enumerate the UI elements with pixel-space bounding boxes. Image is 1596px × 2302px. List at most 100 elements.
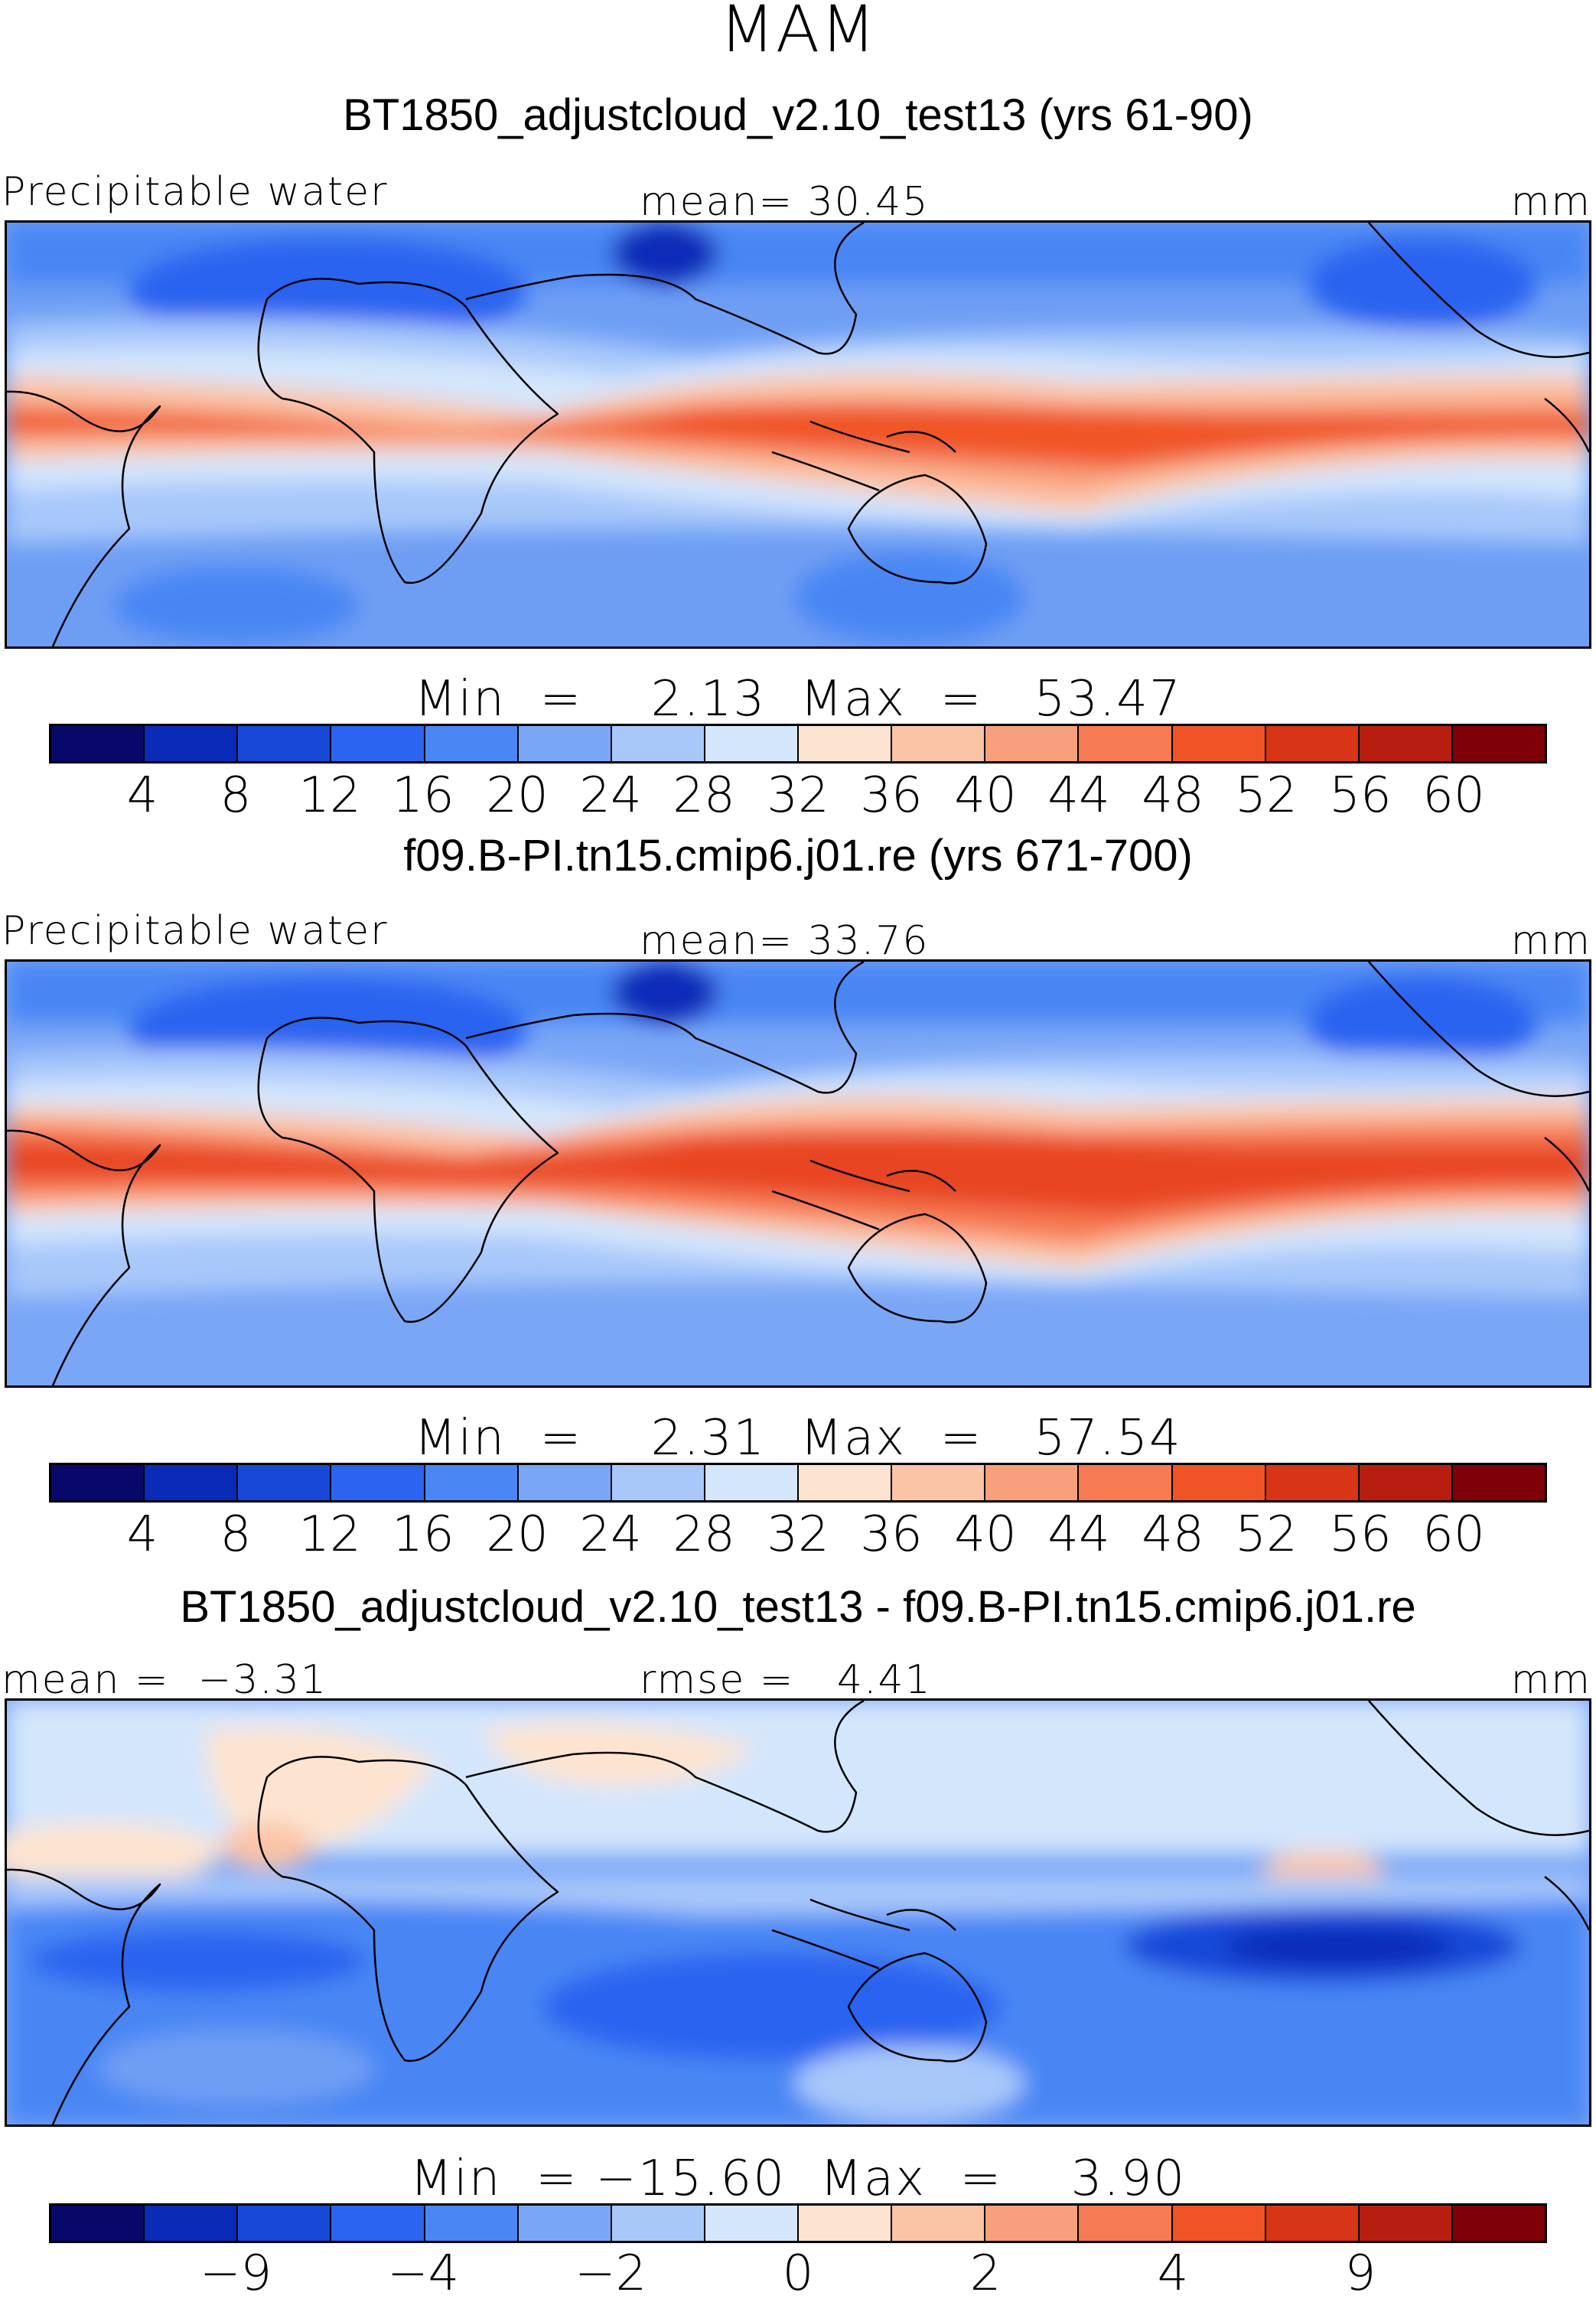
- panel-1-tick: 12: [298, 767, 361, 824]
- panel-1-tick: 40: [954, 767, 1017, 824]
- panel-3-unit-label: mm: [1510, 1657, 1591, 1703]
- colorbar-cell: [425, 2206, 519, 2241]
- panel-2-tick: 40: [954, 1506, 1017, 1563]
- panel-2-variable-label: Precipitable water: [2, 908, 389, 954]
- panel-1-tick: 8: [220, 767, 252, 824]
- panel-3-tick: −9: [199, 2245, 272, 2302]
- panel-2-mean-label: mean= 33.76: [640, 918, 930, 964]
- panel-1-tick: 16: [392, 767, 454, 824]
- panel-2-tick: 8: [220, 1506, 252, 1563]
- panel-3-tick: −4: [386, 2245, 460, 2302]
- panel-1-tick: 56: [1329, 767, 1392, 824]
- panel-2-tick: 28: [673, 1506, 735, 1563]
- colorbar-cell: [1172, 726, 1266, 761]
- colorbar-cell: [611, 1465, 705, 1500]
- panel-1-tick: 4: [126, 767, 158, 824]
- colorbar-cell: [1172, 2206, 1266, 2241]
- panel-3-tick: −2: [574, 2245, 647, 2302]
- colorbar-cell: [799, 1465, 893, 1500]
- colorbar-cell: [985, 2206, 1080, 2241]
- panel-3-rmse-label: rmse = 4.41: [640, 1657, 932, 1703]
- panel-1-tick: 52: [1235, 767, 1298, 824]
- panel-2-map: [5, 959, 1591, 1388]
- colorbar-cell: [331, 1465, 425, 1500]
- panel-1-tick: 24: [579, 767, 642, 824]
- season-title: MAM: [719, 0, 877, 67]
- panel-3-tick: 0: [782, 2245, 814, 2302]
- panel-1-tick: 28: [673, 767, 735, 824]
- panel-1-tick: 36: [860, 767, 923, 824]
- colorbar-cell: [238, 1465, 332, 1500]
- colorbar-cell: [518, 2206, 612, 2241]
- colorbar-cell: [1359, 726, 1453, 761]
- colorbar-cell: [705, 2206, 799, 2241]
- panel-2-tick: 60: [1422, 1506, 1485, 1563]
- panel-3-mean-label: mean = −3.31: [2, 1657, 327, 1703]
- colorbar-cell: [1079, 2206, 1173, 2241]
- colorbar-cell: [51, 726, 145, 761]
- colorbar-cell: [238, 2206, 332, 2241]
- colorbar-cell: [985, 726, 1080, 761]
- panel-1-map: [5, 220, 1591, 649]
- colorbar-cell: [1172, 1465, 1266, 1500]
- panel-2-colorbar: [49, 1463, 1547, 1503]
- panel-1-variable-label: Precipitable water: [2, 169, 389, 215]
- colorbar-cell: [51, 1465, 145, 1500]
- panel-2-tick: 24: [579, 1506, 642, 1563]
- panel-2-tick: 48: [1142, 1506, 1204, 1563]
- panel-2-tick: 16: [392, 1506, 454, 1563]
- panel-2-tick: 56: [1329, 1506, 1392, 1563]
- colorbar-cell: [331, 726, 425, 761]
- colorbar-cell: [238, 726, 332, 761]
- colorbar-cell: [425, 1465, 519, 1500]
- panel-3-min-max: Min = −15.60 Max = 3.90: [409, 2151, 1187, 2207]
- colorbar-cell: [611, 726, 705, 761]
- panel-3-title: BT1850_adjustcloud_v2.10_test13 - f09.B-…: [180, 1582, 1416, 1632]
- colorbar-cell: [425, 726, 519, 761]
- panel-2-title: f09.B-PI.tn15.cmip6.j01.re (yrs 671-700): [403, 831, 1193, 881]
- colorbar-cell: [331, 2206, 425, 2241]
- colorbar-cell: [799, 726, 893, 761]
- panel-3-map: [5, 1698, 1591, 2127]
- colorbar-cell: [1265, 2206, 1360, 2241]
- panel-2-min-max: Min = 2.31 Max = 57.54: [414, 1410, 1182, 1467]
- panel-2-tick: 20: [486, 1506, 549, 1563]
- panel-2-tick: 52: [1235, 1506, 1298, 1563]
- panel-1-unit-label: mm: [1510, 179, 1591, 225]
- panel-2-tick: 32: [767, 1506, 829, 1563]
- panel-1-mean-label: mean= 30.45: [640, 179, 930, 225]
- panel-2-tick: 12: [298, 1506, 361, 1563]
- colorbar-cell: [1079, 726, 1173, 761]
- colorbar-cell: [145, 1465, 239, 1500]
- panel-3-colorbar: [49, 2203, 1547, 2243]
- panel-2-unit-label: mm: [1510, 918, 1591, 964]
- colorbar-cell: [705, 726, 799, 761]
- colorbar-cell: [892, 2206, 986, 2241]
- colorbar-cell: [611, 2206, 705, 2241]
- colorbar-cell: [892, 726, 986, 761]
- panel-1-tick: 48: [1142, 767, 1204, 824]
- panel-1-tick: 32: [767, 767, 829, 824]
- panel-1-min-max: Min = 2.13 Max = 53.47: [414, 671, 1182, 728]
- colorbar-cell: [518, 726, 612, 761]
- colorbar-cell: [892, 1465, 986, 1500]
- colorbar-cell: [145, 2206, 239, 2241]
- colorbar-cell: [1265, 726, 1360, 761]
- colorbar-cell: [1359, 2206, 1453, 2241]
- colorbar-cell: [518, 1465, 612, 1500]
- panel-3-tick: 2: [969, 2245, 1002, 2302]
- panel-2-tick: 44: [1047, 1506, 1110, 1563]
- panel-1-tick: 60: [1422, 767, 1485, 824]
- colorbar-cell: [1452, 726, 1545, 761]
- panel-1-title: BT1850_adjustcloud_v2.10_test13 (yrs 61-…: [343, 90, 1253, 140]
- colorbar-cell: [985, 1465, 1080, 1500]
- colorbar-cell: [799, 2206, 893, 2241]
- panel-3-tick: 9: [1344, 2245, 1376, 2302]
- colorbar-cell: [1359, 1465, 1453, 1500]
- colorbar-cell: [145, 726, 239, 761]
- panel-2-tick: 4: [126, 1506, 158, 1563]
- colorbar-cell: [1265, 1465, 1360, 1500]
- panel-1-tick: 44: [1047, 767, 1110, 824]
- panel-1-colorbar: [49, 724, 1547, 764]
- colorbar-cell: [705, 1465, 799, 1500]
